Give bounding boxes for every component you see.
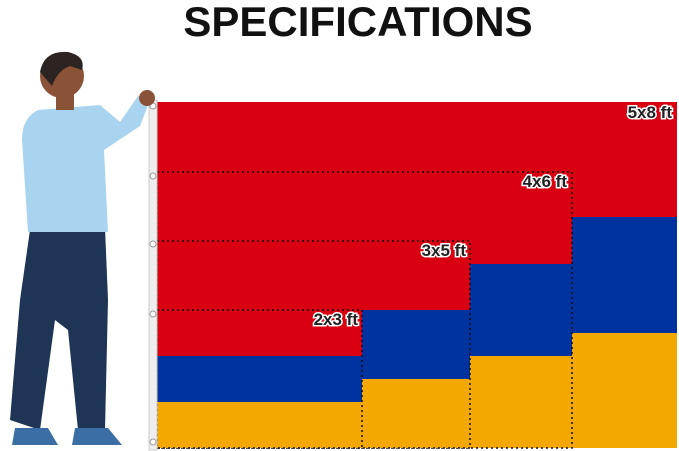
flag-2x3 [156,309,363,449]
size-label: 2x3 ft [314,310,359,329]
size-label: 5x8 ft [628,103,673,122]
person-illustration [10,51,155,445]
size-label: 3x5 ft [422,241,467,260]
title: SPECIFICATIONS [183,0,532,45]
flag-pole [148,99,158,451]
size-label: 4x6 ft [523,172,568,191]
